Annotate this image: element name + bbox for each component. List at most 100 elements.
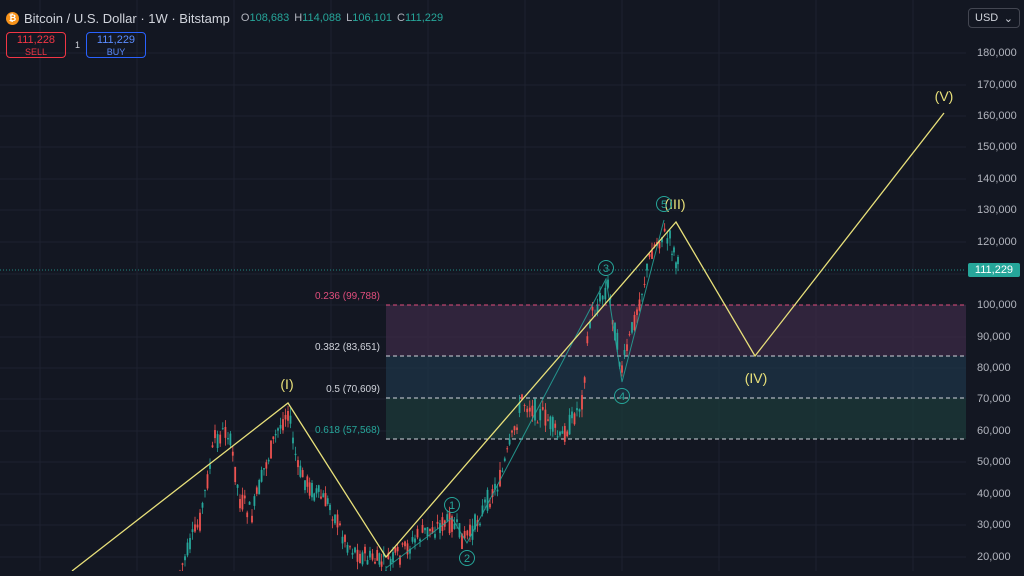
candle-body <box>364 547 366 554</box>
candle-body <box>249 502 251 505</box>
fib-zone-2 <box>386 356 966 398</box>
candle-body <box>207 474 209 488</box>
current-price-tag: 111,229 <box>968 263 1020 277</box>
candle-body <box>376 550 378 561</box>
candle-body <box>437 522 439 524</box>
fib-label-05: 0.5 (70,609) <box>326 384 380 395</box>
candle-body <box>639 300 641 311</box>
price-tick: 120,000 <box>977 236 1017 248</box>
candle-body <box>545 410 547 426</box>
candle-body <box>497 490 499 492</box>
candle-body <box>369 551 371 558</box>
buy-button[interactable]: 111,229 BUY <box>86 32 146 58</box>
candle-body <box>427 527 429 536</box>
candle-body <box>381 562 383 567</box>
candle-body <box>669 230 671 238</box>
minor-wave-label-4: 4 <box>619 391 625 403</box>
candle-body <box>651 250 653 259</box>
high-value: 114,088 <box>302 12 341 24</box>
candle-body <box>552 417 554 432</box>
candle-body <box>487 490 489 511</box>
candle-body <box>320 497 322 499</box>
candle-body <box>327 498 329 504</box>
candle-body <box>646 264 648 271</box>
candle-body <box>562 431 564 434</box>
candle-body <box>479 524 481 526</box>
candle-body <box>394 548 396 553</box>
candle-body <box>634 315 636 330</box>
candle-body <box>339 523 341 525</box>
candle-body <box>349 546 351 547</box>
candle-body <box>631 322 633 332</box>
price-tick: 140,000 <box>977 173 1017 185</box>
candle-body <box>599 293 601 301</box>
candle-body <box>504 459 506 461</box>
candle-body <box>322 493 324 497</box>
candle-body <box>557 436 559 437</box>
symbol-title[interactable]: Bitcoin / U.S. Dollar · 1W · Bitstamp <box>24 11 230 26</box>
candle-body <box>506 448 508 449</box>
candle-body <box>484 499 486 502</box>
candle-body <box>641 294 643 295</box>
candle-body <box>629 334 631 335</box>
candle-body <box>550 417 552 430</box>
candle-body <box>329 505 331 510</box>
candle-body <box>636 309 638 314</box>
candle-body <box>285 415 287 420</box>
candle-body <box>664 229 666 232</box>
candle-body <box>434 534 436 538</box>
candle-body <box>586 336 588 343</box>
candle-body <box>422 525 424 533</box>
minor-wave-label-2: 2 <box>464 553 470 565</box>
price-tick: 180,000 <box>977 47 1017 59</box>
candle-body <box>261 470 263 482</box>
candle-body <box>466 531 468 536</box>
candle-body <box>222 428 224 429</box>
candle-body <box>414 538 416 542</box>
candle-body <box>212 445 214 447</box>
price-tick: 130,000 <box>977 204 1017 216</box>
candle-body <box>402 543 404 544</box>
candle-body <box>469 525 471 537</box>
wave-label-IV: (IV) <box>745 370 768 386</box>
candle-body <box>489 504 491 507</box>
sell-label: SELL <box>7 46 65 58</box>
buy-price: 111,229 <box>87 34 145 46</box>
wave-label-V: (V) <box>935 88 954 104</box>
candle-body <box>251 516 253 522</box>
candle-body <box>202 503 204 508</box>
candle-body <box>214 430 216 438</box>
wave-label-III: (III) <box>665 196 686 212</box>
spread-value: 1 <box>75 40 80 50</box>
candle-body <box>227 438 229 439</box>
candle-body <box>442 517 444 531</box>
candle-body <box>204 490 206 491</box>
candle-body <box>374 562 376 564</box>
candle-body <box>268 460 270 462</box>
candle-body <box>325 493 327 506</box>
price-tick: 60,000 <box>977 425 1011 437</box>
candle-body <box>574 413 576 424</box>
candle-body <box>189 538 191 549</box>
candle-body <box>246 513 248 518</box>
minor-wave-label-3: 3 <box>603 263 609 275</box>
candle-body <box>367 560 369 564</box>
fib-label-0618: 0.618 (57,568) <box>315 425 380 436</box>
candle-body <box>534 399 536 420</box>
candle-body <box>359 554 361 563</box>
low-value: 106,101 <box>352 12 392 24</box>
fib-zone-1 <box>386 305 966 356</box>
sell-button[interactable]: 111,228 SELL <box>6 32 66 58</box>
candle-body <box>187 543 189 556</box>
candle-body <box>429 529 431 531</box>
candle-body <box>511 431 513 433</box>
candle-body <box>379 553 381 564</box>
candle-body <box>392 552 394 562</box>
candle-body <box>449 512 451 533</box>
candle-body <box>424 528 426 531</box>
candle-body <box>554 424 556 428</box>
candle-body <box>673 247 675 252</box>
